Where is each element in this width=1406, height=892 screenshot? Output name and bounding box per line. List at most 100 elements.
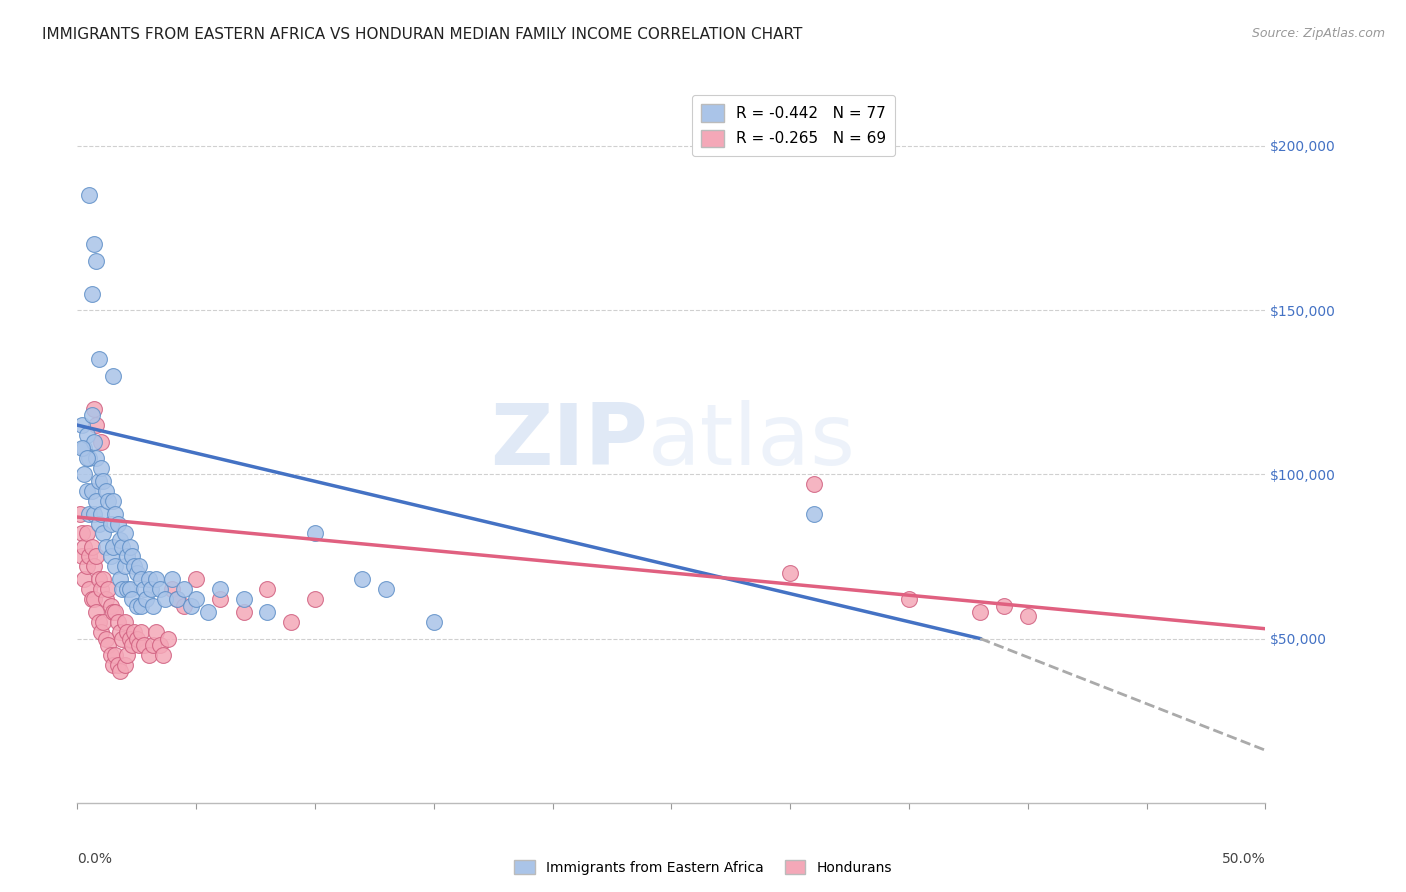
Point (114, 657, 136, 672)
Point (90, 582, 112, 597)
Point (100, 599, 122, 613)
Point (423, 615, 446, 630)
Point (152, 648, 174, 662)
Point (135, 592, 157, 607)
Point (121, 549, 143, 564)
Point (124, 625, 146, 640)
Point (139, 582, 162, 597)
Point (100, 549, 122, 564)
Point (125, 632, 148, 646)
Point (131, 599, 153, 613)
Point (304, 592, 326, 607)
Point (87, 516, 110, 531)
Point (304, 526, 326, 541)
Point (155, 592, 177, 607)
Point (186, 573, 208, 587)
Point (108, 533, 131, 547)
Point (100, 648, 122, 662)
Point (118, 540, 141, 554)
Point (76, 450, 98, 465)
Point (83, 434, 105, 449)
Point (114, 559, 136, 574)
Point (145, 573, 167, 587)
Point (90, 460, 112, 475)
Point (83, 592, 105, 607)
Point (87, 474, 110, 488)
Point (76, 483, 98, 498)
Point (115, 549, 138, 564)
Point (107, 615, 129, 630)
Point (104, 605, 127, 619)
Point (138, 648, 160, 662)
Point (114, 615, 136, 630)
Text: ZIP: ZIP (489, 400, 648, 483)
Point (125, 599, 148, 613)
Point (108, 625, 131, 640)
Point (83, 401, 105, 416)
Point (93, 474, 115, 488)
Point (87, 352, 110, 367)
Point (375, 582, 398, 597)
Point (111, 582, 134, 597)
Point (898, 592, 921, 607)
Point (208, 592, 231, 607)
Point (186, 592, 208, 607)
Point (115, 625, 138, 640)
Point (280, 615, 302, 630)
Point (90, 625, 112, 640)
Point (132, 638, 155, 652)
Point (166, 592, 188, 607)
Point (121, 592, 143, 607)
Point (115, 582, 138, 597)
Point (232, 592, 254, 607)
Point (352, 573, 374, 587)
Point (197, 605, 219, 619)
Point (173, 599, 195, 613)
Point (83, 559, 105, 574)
Point (101, 605, 124, 619)
Point (232, 605, 254, 619)
Point (77, 507, 100, 521)
Point (80, 540, 103, 554)
Point (93, 526, 115, 541)
Point (142, 638, 165, 652)
Point (125, 566, 148, 580)
Point (90, 434, 112, 449)
Point (93, 615, 115, 630)
Point (128, 559, 150, 574)
Point (70, 526, 93, 541)
Point (87, 573, 110, 587)
Point (86, 418, 108, 433)
Point (70, 549, 93, 564)
Point (87, 615, 110, 630)
Point (80, 483, 103, 498)
Point (86, 493, 108, 508)
Point (124, 559, 146, 574)
Point (156, 632, 179, 646)
Point (77, 450, 100, 465)
Point (256, 582, 278, 597)
Point (104, 559, 127, 574)
Point (86, 450, 108, 465)
Point (118, 632, 141, 646)
Point (94, 632, 117, 646)
Point (86, 605, 108, 619)
Point (94, 540, 117, 554)
Point (145, 625, 167, 640)
Text: 50.0%: 50.0% (1222, 852, 1265, 866)
Point (101, 493, 124, 508)
Point (779, 566, 801, 580)
Point (77, 582, 100, 597)
Point (128, 638, 150, 652)
Point (104, 507, 127, 521)
Point (114, 526, 136, 541)
Point (993, 599, 1015, 613)
Point (115, 648, 138, 662)
Point (100, 516, 122, 531)
Point (131, 573, 153, 587)
Text: 0.0%: 0.0% (77, 852, 112, 866)
Point (118, 582, 141, 597)
Point (149, 582, 172, 597)
Point (121, 638, 143, 652)
Point (93, 573, 115, 587)
